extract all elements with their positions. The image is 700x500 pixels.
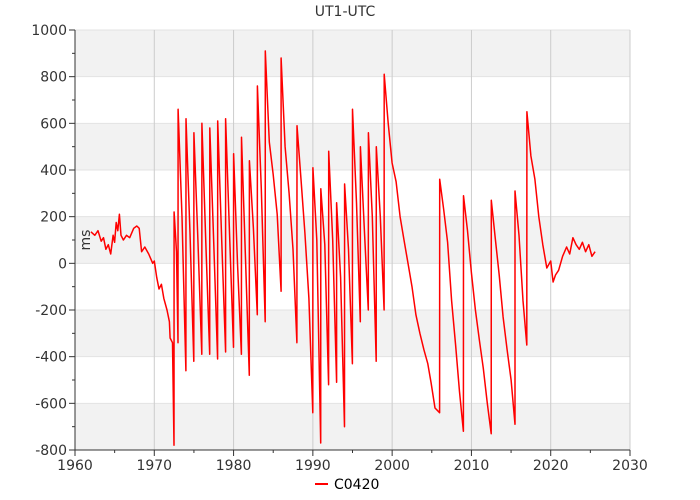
x-tick-label: 2010 <box>454 458 490 474</box>
background-band <box>75 30 630 77</box>
y-tick-label: 0 <box>58 256 67 272</box>
axes <box>69 29 631 456</box>
series-line <box>90 50 596 447</box>
y-tick-label: 400 <box>40 163 67 179</box>
y-tick-label: -800 <box>35 443 67 459</box>
y-tick-label: -200 <box>35 303 67 319</box>
y-tick-label: -600 <box>35 396 67 412</box>
background-band <box>75 403 630 450</box>
y-tick-label: 600 <box>40 116 67 132</box>
y-tick-label: 200 <box>40 210 67 226</box>
legend-label: C0420 <box>334 477 379 493</box>
x-tick-label: 2030 <box>612 458 648 474</box>
x-tick-label: 1980 <box>216 458 252 474</box>
y-tick-label: -400 <box>35 350 67 366</box>
y-tick-label: 800 <box>40 70 67 86</box>
x-tick-label: 1990 <box>295 458 331 474</box>
legend[interactable]: C0420 <box>315 477 379 493</box>
x-tick-label: 1970 <box>136 458 172 474</box>
chart-title: UT1-UTC <box>315 4 376 20</box>
y-axis-label: ms <box>78 230 94 251</box>
y-tick-label: 1000 <box>31 23 67 39</box>
tick-labels: -800 -600 -400 -200 0 200 400 600 800 1000 1960 197… <box>31 23 647 474</box>
x-tick-label: 2020 <box>533 458 569 474</box>
x-tick-label: 2000 <box>374 458 410 474</box>
series-layer <box>90 50 596 447</box>
x-tick-label: 1960 <box>57 458 93 474</box>
